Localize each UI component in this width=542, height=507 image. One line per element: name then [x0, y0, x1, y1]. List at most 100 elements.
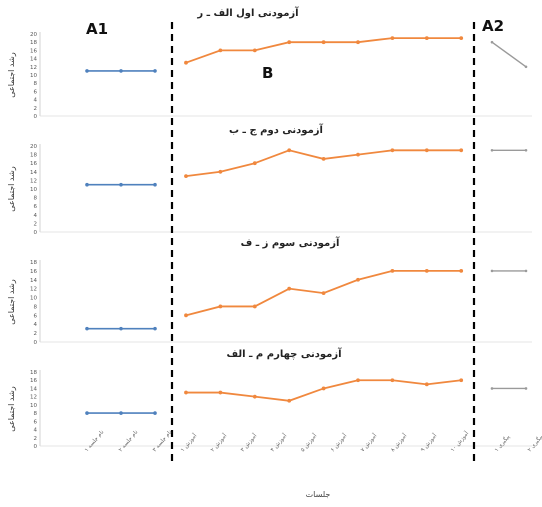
treatment-point — [184, 174, 188, 179]
y-tick-label: 6 — [34, 313, 38, 319]
y-tick-label: 14 — [30, 57, 37, 63]
y-tick-label: 0 — [34, 230, 38, 236]
treatment-point — [459, 268, 464, 273]
treatment-point — [356, 152, 360, 157]
y-tick-label: 4 — [34, 322, 38, 328]
followup-point — [490, 40, 494, 44]
y-tick-label: 16 — [30, 48, 37, 54]
treatment-point — [424, 382, 429, 387]
baseline-point — [153, 326, 157, 331]
y-tick-label: 12 — [30, 65, 37, 71]
y-axis-label: رشد اجتماعی — [7, 52, 16, 98]
phase-label-b: B — [262, 64, 273, 82]
treatment-point — [459, 148, 464, 153]
treatment-point — [321, 40, 326, 45]
panel-title: آزمودنی سوم ز ـ ف — [241, 236, 340, 249]
y-tick-label: 10 — [30, 296, 37, 302]
treatment-point — [184, 60, 188, 65]
y-tick-label: 0 — [34, 340, 38, 346]
y-tick-label: 2 — [34, 331, 38, 337]
y-tick-label: 4 — [34, 213, 38, 219]
followup-point — [524, 65, 528, 69]
treatment-point — [390, 148, 395, 153]
x-tick-label: نام جلسه ۲ — [118, 429, 140, 453]
treatment-point — [287, 286, 292, 291]
treatment-point — [218, 169, 223, 174]
treatment-point — [287, 398, 292, 403]
treatment-point — [390, 378, 395, 383]
x-tick-label: آموزش ۱۰ — [449, 430, 470, 454]
treatment-point — [424, 268, 429, 273]
panel-title: آزمودنی چهارم م ـ الف — [226, 347, 342, 360]
y-tick-label: 18 — [30, 260, 37, 266]
y-tick-label: 10 — [30, 403, 37, 409]
y-tick-label: 4 — [34, 428, 38, 434]
panel-title: آزمودنی دوم ج ـ ب — [229, 123, 323, 136]
baseline-point — [85, 182, 89, 187]
x-tick-label: آموزش ۶ — [329, 432, 348, 453]
x-tick-label: پیگیری ۱ — [493, 433, 511, 453]
panel-title: آزمودنی اول الف ـ ر — [196, 6, 299, 19]
treatment-point — [356, 378, 360, 383]
baseline-point — [153, 411, 157, 415]
y-tick-label: 6 — [34, 204, 38, 210]
treatment-point — [218, 390, 223, 395]
followup-point — [490, 149, 494, 152]
treatment-point — [218, 48, 223, 53]
treatment-point — [287, 40, 292, 45]
treatment-point — [184, 313, 188, 318]
y-axis-label: رشد اجتماعی — [7, 386, 16, 432]
x-tick-label: پیگیری ۲ — [526, 433, 542, 453]
y-tick-label: 16 — [30, 161, 37, 167]
x-tick-label: نام جلسه ۳ — [152, 429, 174, 453]
treatment-point — [321, 386, 326, 391]
y-tick-label: 8 — [34, 196, 38, 202]
phase-label-a2: A2 — [482, 17, 504, 35]
y-tick-label: 12 — [30, 395, 37, 401]
treatment-point — [459, 36, 464, 40]
treatment-point — [218, 304, 223, 309]
x-tick-label: آموزش ۱ — [179, 432, 198, 453]
treatment-point — [184, 390, 188, 395]
followup-point — [490, 387, 494, 390]
y-tick-label: 20 — [30, 144, 37, 150]
baseline-point — [153, 69, 157, 73]
y-tick-label: 6 — [34, 89, 38, 95]
y-tick-label: 18 — [30, 40, 37, 46]
y-tick-label: 14 — [30, 278, 37, 284]
y-tick-label: 2 — [34, 221, 38, 227]
baseline-point — [119, 182, 123, 187]
y-tick-label: 0 — [34, 444, 38, 450]
y-tick-label: 12 — [30, 178, 37, 184]
followup-point — [490, 269, 494, 273]
treatment-line — [185, 149, 462, 177]
y-tick-label: 2 — [34, 436, 38, 442]
y-axis-label: رشد اجتماعی — [7, 166, 16, 212]
treatment-point — [321, 291, 326, 296]
y-tick-label: 8 — [34, 411, 38, 417]
treatment-point — [252, 394, 257, 399]
panel-3: 0 2 4 6 8 10 12 14 16 18 رشد اجتماعی آزمودنی سوم ز … — [7, 236, 532, 346]
treatment-line — [186, 379, 462, 402]
treatment-point — [321, 157, 326, 161]
baseline-point — [85, 411, 89, 415]
followup-point — [524, 387, 528, 390]
y-tick-label: 8 — [34, 81, 38, 87]
baseline-point — [85, 326, 89, 331]
treatment-point — [356, 40, 360, 45]
phase-label-a1: A1 — [86, 20, 108, 38]
treatment-point — [252, 48, 257, 53]
treatment-point — [287, 148, 292, 153]
x-tick-label: آموزش ۳ — [239, 432, 258, 453]
treatment-point — [390, 36, 395, 40]
x-tick-label: نام جلسه ۱ — [84, 429, 106, 453]
treatment-point — [252, 304, 257, 309]
baseline-point — [85, 69, 89, 73]
x-tick-label: آموزش ۸ — [389, 432, 408, 453]
y-tick-label: 14 — [30, 170, 37, 176]
y-tick-label: 10 — [30, 187, 37, 193]
panel-2: 0 2 4 6 8 10 12 14 16 18 20 رشد اجتماعی آزمودنی دوم … — [7, 123, 532, 236]
y-tick-label: 2 — [34, 106, 38, 112]
y-tick-label: 0 — [34, 114, 38, 120]
